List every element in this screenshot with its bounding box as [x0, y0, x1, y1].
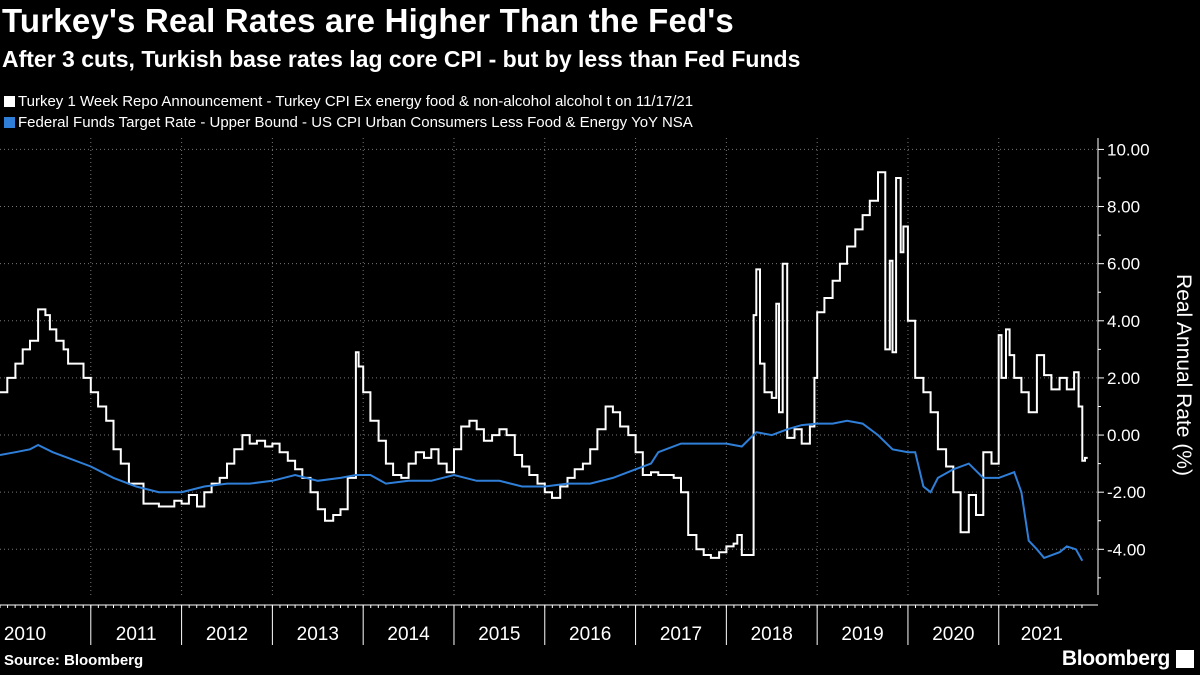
y-tick-label: -2.00: [1107, 483, 1146, 502]
source-note: Source: Bloomberg: [4, 652, 144, 669]
x-tick-label: 2014: [387, 624, 430, 645]
x-tick-label: 2017: [660, 624, 702, 645]
x-tick-label: 2019: [841, 624, 883, 645]
legend-swatch-fed: [4, 117, 15, 128]
legend-item-turkey: Turkey 1 Week Repo Announcement - Turkey…: [4, 91, 693, 112]
legend-swatch-turkey: [4, 96, 15, 107]
legend-label-turkey: Turkey 1 Week Repo Announcement - Turkey…: [18, 93, 694, 110]
gridlines: [0, 138, 1098, 595]
axes: -4.00 -2.00 0.00 2.00 4.00 6.00 8.00 10.00 2010 2…: [0, 138, 1150, 645]
x-tick-label: 2013: [297, 624, 339, 645]
brand-wordmark: Bloomberg: [1061, 647, 1170, 670]
terminal-logo-icon: [1176, 650, 1194, 668]
y-axis-label: Real Annual Rate (%): [1172, 274, 1195, 476]
series-line-fed: [0, 419, 1084, 562]
x-tick-label: 2010: [4, 624, 46, 645]
y-tick-label: 4.00: [1107, 312, 1140, 331]
bloomberg-logo: Bloomberg: [1062, 647, 1194, 671]
x-tick-label: 2015: [478, 624, 520, 645]
legend: Turkey 1 Week Repo Announcement - Turkey…: [4, 91, 693, 133]
series-layer: [0, 171, 1088, 562]
y-tick-label: 2.00: [1107, 369, 1140, 388]
y-tick-label: 6.00: [1107, 255, 1140, 274]
legend-item-fed: Federal Funds Target Rate - Upper Bound …: [4, 112, 693, 133]
chart-title: Turkey's Real Rates are Higher Than the …: [2, 2, 734, 39]
y-tick-label: -4.00: [1107, 540, 1146, 559]
y-tick-label: 10.00: [1107, 140, 1150, 159]
legend-label-fed: Federal Funds Target Rate - Upper Bound …: [18, 114, 693, 131]
y-tick-label: 0.00: [1107, 426, 1140, 445]
x-tick-label: 2011: [116, 624, 157, 645]
x-tick-label: 2018: [751, 624, 793, 645]
series-line-turkey: [0, 171, 1088, 559]
x-tick-label: 2016: [569, 624, 611, 645]
x-tick-label: 2021: [1021, 624, 1063, 645]
y-tick-label: 8.00: [1107, 198, 1140, 217]
x-tick-label: 2020: [932, 624, 974, 645]
chart-subtitle: After 3 cuts, Turkish base rates lag cor…: [2, 46, 801, 72]
x-tick-label: 2012: [206, 624, 248, 645]
